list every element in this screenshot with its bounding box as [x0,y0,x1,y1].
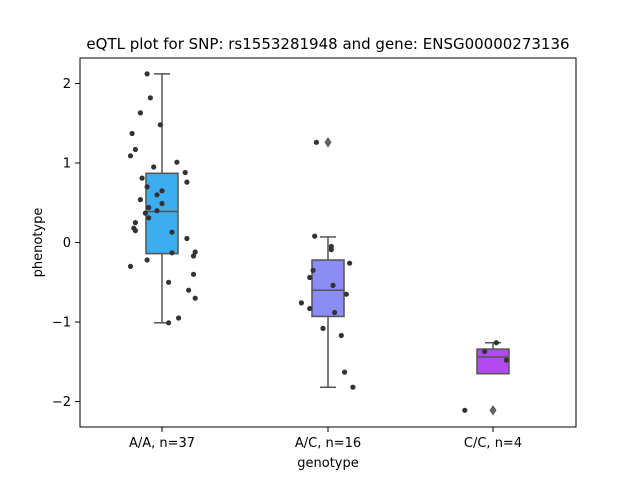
x-tick-label: A/C, n=16 [295,436,361,451]
data-point [169,229,175,235]
data-point [182,169,188,176]
data-point [343,291,349,297]
box-group [145,73,179,324]
data-point [154,192,160,198]
data-point [176,315,182,321]
data-point [146,215,152,221]
data-point [132,228,138,234]
data-point [298,300,304,306]
data-point [144,257,150,263]
data-point [347,260,353,266]
plot-area [127,71,510,416]
data-point [192,249,198,255]
data-point [307,274,313,281]
data-point [159,200,165,207]
data-point [307,305,313,312]
x-axis: A/A, n=37 A/C, n=16 C/C, n=4 [129,427,522,451]
box [145,172,179,255]
data-point [139,175,145,181]
data-point [192,295,198,301]
data-point [151,164,157,170]
data-point [144,184,150,190]
outlier-marker [324,137,332,148]
y-axis: 2 1 0 −1 −2 [52,77,80,410]
data-point [313,139,319,145]
chart-title: eQTL plot for SNP: rs1553281948 and gene… [86,35,569,53]
data-point [132,220,138,226]
data-point [157,122,163,128]
data-point [350,384,356,390]
data-point [147,95,153,101]
data-point [184,235,190,242]
data-point [328,247,334,253]
data-point [338,332,344,339]
data-point [142,210,148,216]
data-point [154,208,160,214]
data-point [166,320,172,326]
y-tick-label: −1 [52,316,71,331]
box [476,348,510,375]
x-axis-label: genotype [297,456,358,471]
data-point [342,369,348,375]
y-tick-label: 0 [63,236,71,251]
data-point [320,325,326,331]
data-point [137,110,143,116]
data-point [144,71,150,77]
box-group [311,137,345,388]
data-point [190,253,197,259]
data-point [332,309,338,316]
data-point [190,271,197,277]
data-point [330,282,336,288]
data-point [503,357,509,363]
data-point [127,263,134,269]
data-point [129,130,135,137]
y-axis-label: phenotype [31,208,46,278]
data-point [137,197,143,203]
data-point [166,279,172,285]
data-point [493,340,499,346]
data-point [132,146,138,153]
y-tick-label: 1 [63,156,71,171]
data-point [310,267,316,273]
data-point [159,188,165,194]
data-point [184,179,190,185]
x-tick-label: C/C, n=4 [464,436,522,451]
data-point [127,153,134,159]
strip-points [127,71,509,413]
data-point [186,287,192,293]
box [311,259,345,318]
y-tick-label: −2 [52,395,71,410]
outlier-marker [489,405,497,416]
data-point [169,250,175,256]
data-point [146,204,152,211]
data-point [312,233,318,239]
data-point [462,407,468,413]
x-tick-label: A/A, n=37 [129,436,195,451]
box-group [476,341,510,416]
data-point [174,159,180,165]
data-point [482,348,488,355]
y-tick-label: 2 [63,77,71,92]
